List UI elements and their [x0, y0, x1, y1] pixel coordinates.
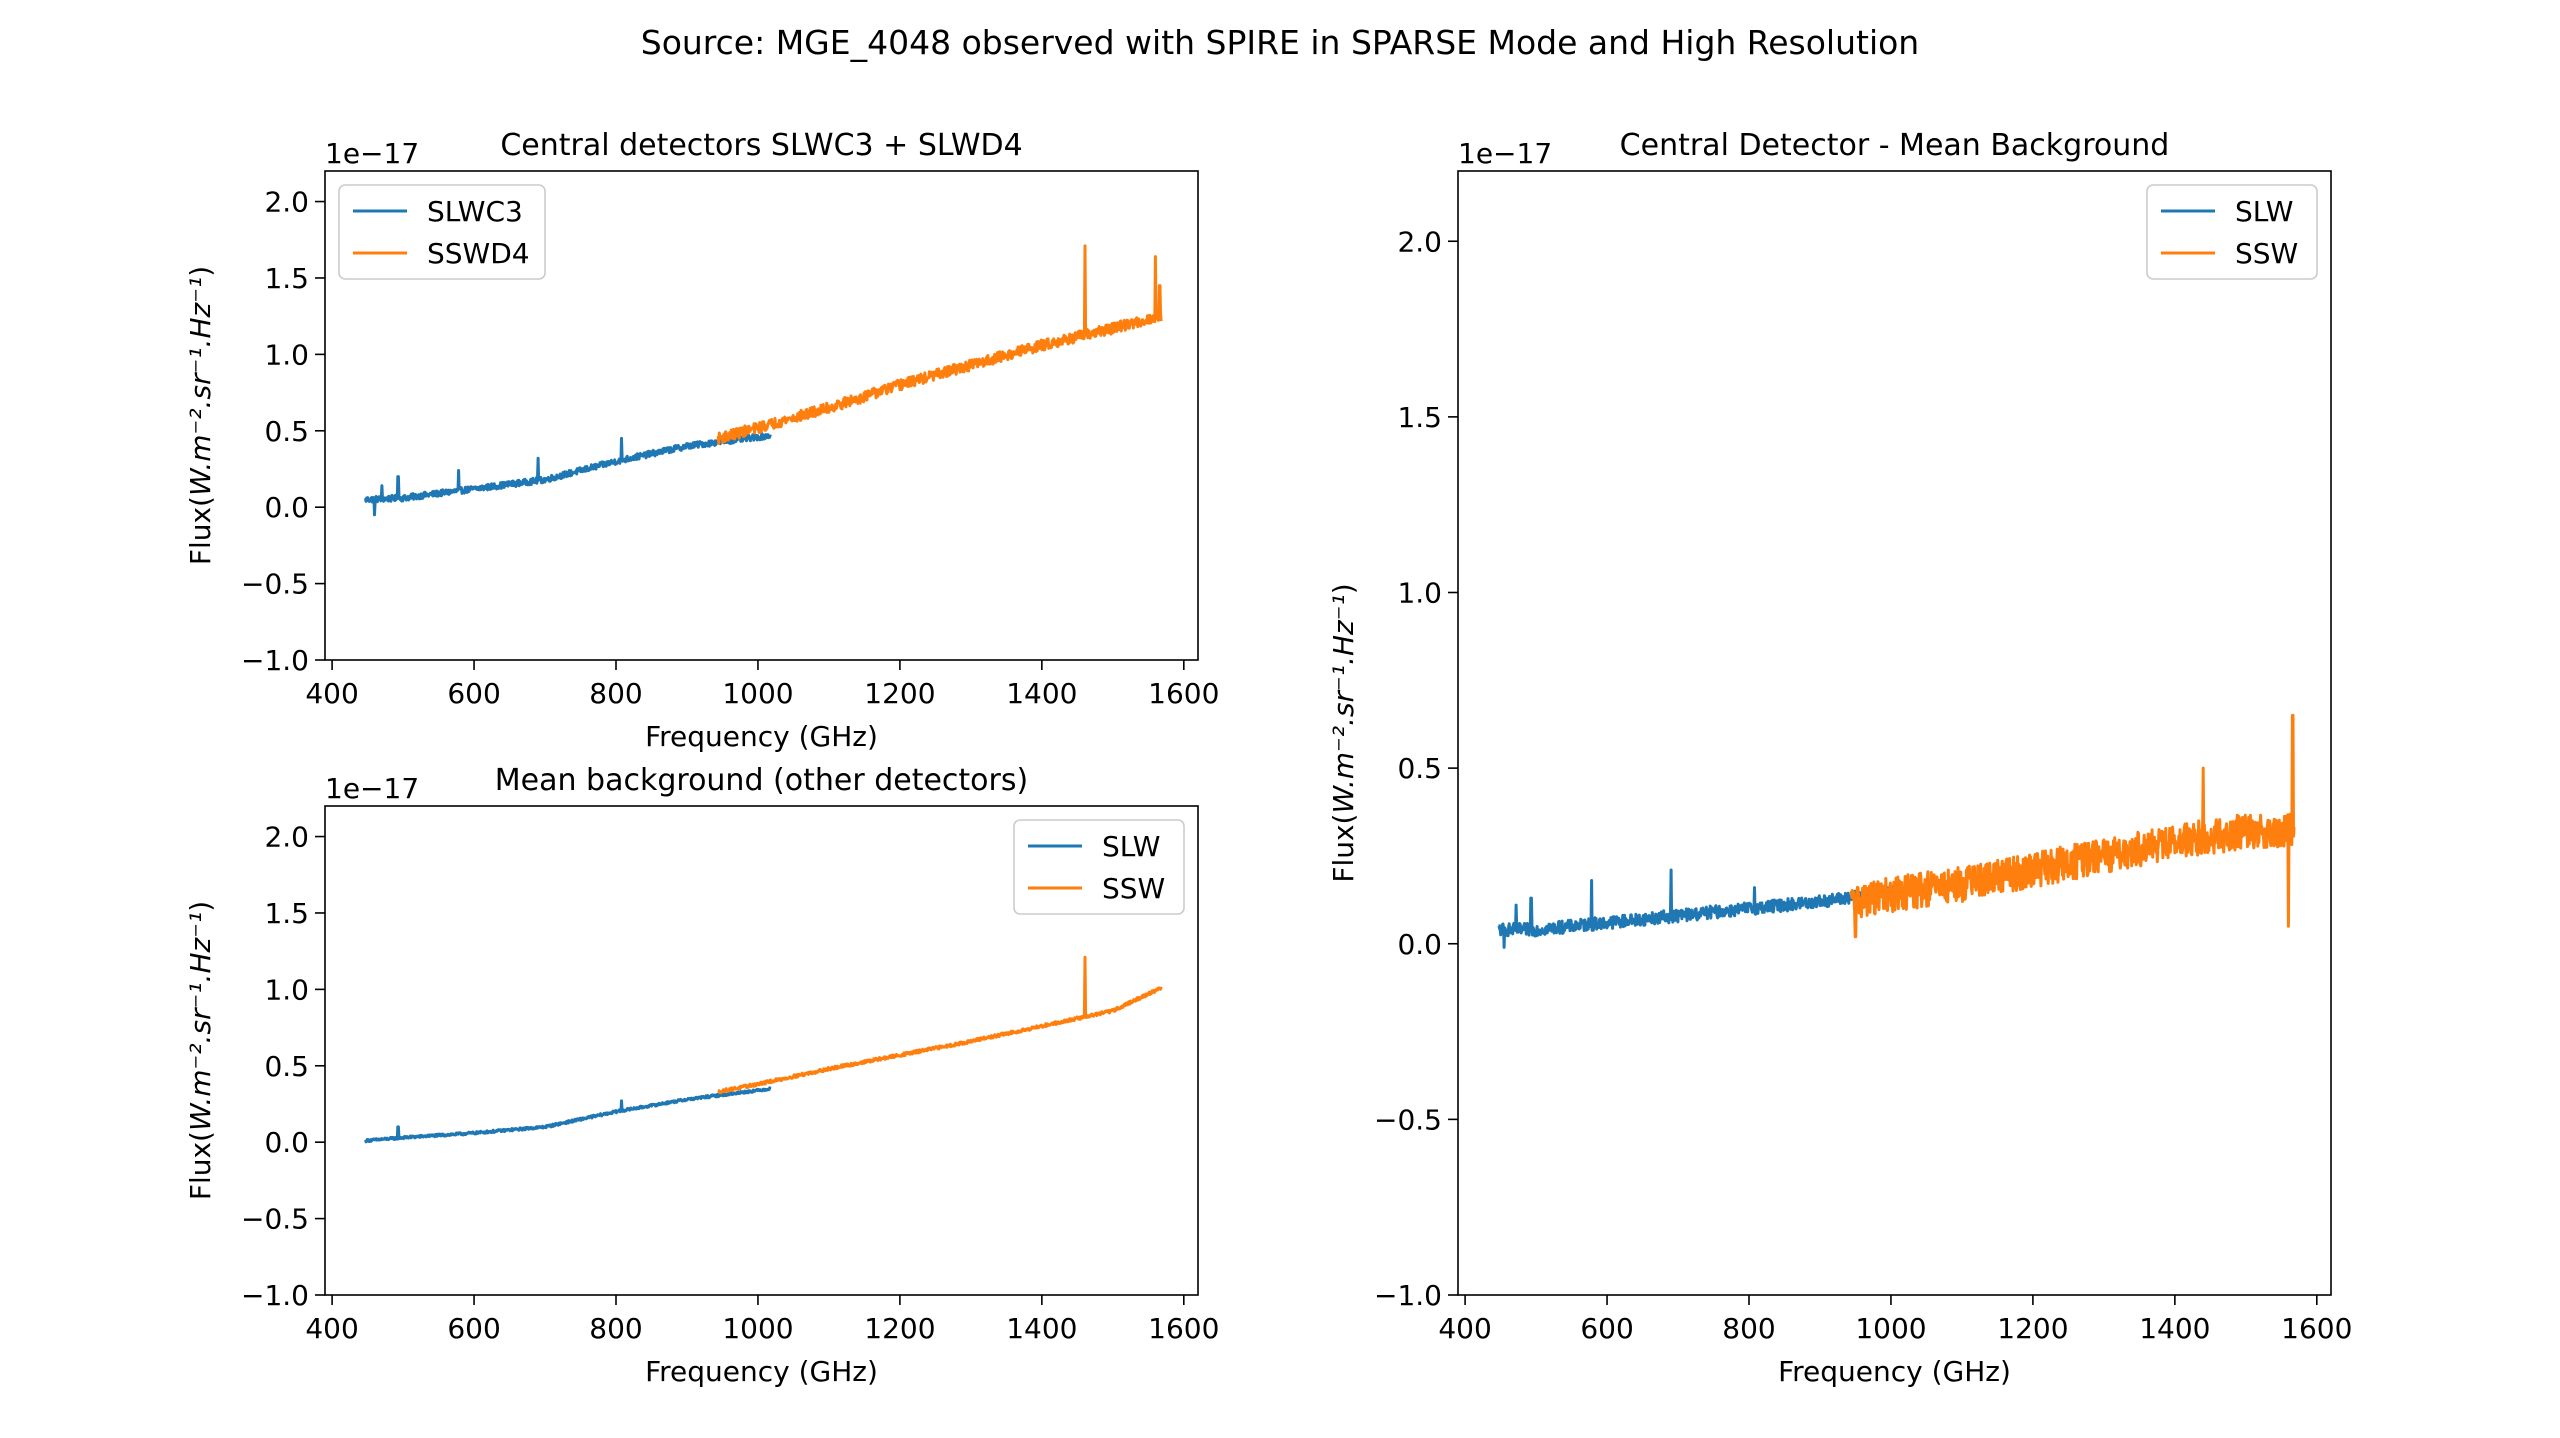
- y-tick-label: 1.0: [1397, 577, 1442, 610]
- series-line-slw: [364, 1086, 772, 1144]
- x-tick-label: 800: [1722, 1312, 1775, 1345]
- y-tick-label: 0.5: [264, 1050, 309, 1083]
- y-axis-label-prefix: Flux(: [1327, 814, 1360, 883]
- x-tick-label: 1600: [2281, 1312, 2352, 1345]
- y-axis-label-units: W.m⁻².sr⁻¹.Hz⁻¹: [184, 912, 217, 1131]
- x-tick-label: 600: [447, 677, 500, 710]
- x-tick-label: 600: [1580, 1312, 1633, 1345]
- x-tick-label: 1400: [1006, 1312, 1077, 1345]
- y-tick-label: 2.0: [264, 821, 309, 854]
- y-axis-label-units: W.m⁻².sr⁻¹.Hz⁻¹: [184, 277, 217, 496]
- x-tick-label: 1200: [1997, 1312, 2068, 1345]
- y-offset-text: 1e−17: [325, 137, 419, 170]
- axes-frame: [324, 805, 1199, 1296]
- x-tick-label: 1400: [2139, 1312, 2210, 1345]
- x-tick-label: 1200: [864, 1312, 935, 1345]
- x-axis-label: Frequency (GHz): [1778, 1355, 2011, 1388]
- legend: SLW SSW: [2146, 184, 2318, 280]
- x-tick-label: 1600: [1148, 1312, 1219, 1345]
- x-axis-label: Frequency (GHz): [645, 720, 878, 753]
- series-line-slwc3: [364, 432, 772, 517]
- x-tick-label: 600: [447, 1312, 500, 1345]
- series-line-sswd4: [716, 244, 1163, 445]
- x-tick-label: 1200: [864, 677, 935, 710]
- y-axis-label: Flux(W.m⁻².sr⁻¹.Hz⁻¹): [184, 901, 217, 1200]
- y-tick-label: 1.5: [264, 897, 309, 930]
- x-tick-label: 800: [589, 677, 642, 710]
- y-axis-label-prefix: Flux(: [184, 496, 217, 565]
- x-tick-label: 1000: [722, 677, 793, 710]
- y-axis-label-suffix: ): [1327, 583, 1360, 594]
- x-tick-label: 1400: [1006, 677, 1077, 710]
- axes-frame: [1457, 170, 2332, 1296]
- panel-title: Central detectors SLWC3 + SLWD4: [500, 128, 1022, 163]
- x-tick-label: 1600: [1148, 677, 1219, 710]
- x-axis-label: Frequency (GHz): [645, 1355, 878, 1388]
- y-axis-label-prefix: Flux(: [184, 1131, 217, 1200]
- legend-label-ssw: SSW: [1102, 872, 1165, 905]
- y-tick-label: 0.0: [264, 1126, 309, 1159]
- y-tick-label: −1.0: [1374, 1279, 1442, 1312]
- legend-frame: [1013, 819, 1185, 915]
- y-axis-label: Flux(W.m⁻².sr⁻¹.Hz⁻¹): [1327, 583, 1360, 882]
- y-axis-label-suffix: ): [184, 901, 217, 912]
- legend-label-ssw: SSW: [2235, 237, 2298, 270]
- y-tick-label: 0.0: [1397, 928, 1442, 961]
- y-tick-label: −0.5: [241, 1203, 309, 1236]
- panel-title: Mean background (other detectors): [495, 763, 1028, 798]
- legend: SLW SSW: [1013, 819, 1185, 915]
- figure-suptitle: Source: MGE_4048 observed with SPIRE in …: [641, 23, 1919, 62]
- x-tick-label: 1000: [722, 1312, 793, 1345]
- y-offset-text: 1e−17: [1458, 137, 1552, 170]
- legend-label-slwc3: SLWC3: [427, 195, 523, 228]
- y-tick-label: −1.0: [241, 644, 309, 677]
- x-tick-label: 1000: [1855, 1312, 1926, 1345]
- y-tick-label: 2.0: [264, 186, 309, 219]
- y-tick-label: 0.0: [264, 491, 309, 524]
- y-tick-label: 2.0: [1397, 225, 1442, 258]
- chart-panel-2: 400 600 800 1000 1200 1400 1600 −1.0 −0.5 0.0 0.5 1…: [184, 763, 1219, 1388]
- y-axis-label-units: W.m⁻².sr⁻¹.Hz⁻¹: [1327, 594, 1360, 813]
- chart-panel-1: 400 600 800 1000 1200 1400 1600 −1.0 −0.5 0.0 0.5 1…: [184, 128, 1219, 753]
- series-line-ssw: [1849, 713, 2296, 939]
- x-tick-label: 400: [305, 1312, 358, 1345]
- y-tick-label: 1.5: [1397, 401, 1442, 434]
- y-tick-label: −1.0: [241, 1279, 309, 1312]
- series-line-slw: [1497, 868, 1905, 949]
- x-tick-label: 800: [589, 1312, 642, 1345]
- chart-panel-3: 400 600 800 1000 1200 1400 1600 −1.0 −0.5 0.0 0.5 1…: [1327, 128, 2352, 1388]
- y-tick-label: 0.5: [264, 415, 309, 448]
- y-axis-label-suffix: ): [184, 266, 217, 277]
- legend-frame: [338, 184, 546, 280]
- legend-label-sswd4: SSWD4: [427, 237, 530, 270]
- x-tick-label: 400: [305, 677, 358, 710]
- y-tick-label: 1.0: [264, 973, 309, 1006]
- series-line-ssw: [717, 955, 1163, 1095]
- y-tick-label: −0.5: [241, 568, 309, 601]
- axes-frame: [324, 170, 1199, 661]
- y-tick-label: 1.5: [264, 262, 309, 295]
- legend-label-slw: SLW: [2235, 195, 2294, 228]
- y-tick-label: 0.5: [1397, 752, 1442, 785]
- y-axis-label: Flux(W.m⁻².sr⁻¹.Hz⁻¹): [184, 266, 217, 565]
- y-tick-label: −0.5: [1374, 1103, 1442, 1136]
- legend-frame: [2146, 184, 2318, 280]
- y-tick-label: 1.0: [264, 338, 309, 371]
- legend-label-slw: SLW: [1102, 830, 1161, 863]
- x-tick-label: 400: [1438, 1312, 1491, 1345]
- y-offset-text: 1e−17: [325, 772, 419, 805]
- legend: SLWC3 SSWD4: [338, 184, 546, 280]
- panel-title: Central Detector - Mean Background: [1620, 128, 2170, 163]
